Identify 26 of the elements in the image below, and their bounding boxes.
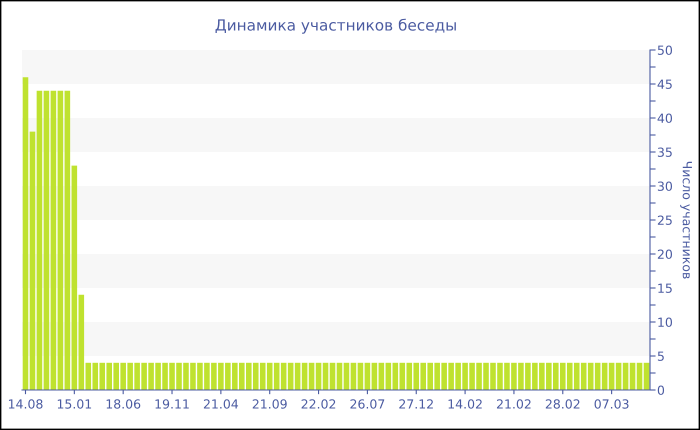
y-tick-label: 50 <box>658 45 672 55</box>
y-tick-label: 30 <box>658 181 672 191</box>
y-tick-label: 20 <box>658 249 672 259</box>
x-tick-label: 28.02 <box>546 399 580 409</box>
y-tick-label: 15 <box>658 284 672 293</box>
x-tick-label: 26.07 <box>350 399 384 409</box>
y-tick-label: 40 <box>658 113 672 123</box>
x-tick-label: 22.02 <box>302 399 336 409</box>
x-tick-label: 14.02 <box>448 399 482 409</box>
y-tick-label: 35 <box>658 147 672 157</box>
x-tick-label: 15.01 <box>58 399 92 409</box>
chart-title: Динамика участников беседы <box>216 18 456 34</box>
x-tick-label: 07.03 <box>594 399 629 409</box>
y-tick-label: 45 <box>658 80 672 89</box>
x-tick-label: 21.04 <box>204 399 238 409</box>
x-tick-label: 18.06 <box>106 399 140 409</box>
y-axis-title: Число участников <box>680 162 692 279</box>
x-tick-label: 27.12 <box>399 399 433 409</box>
y-tick-label: 0 <box>658 385 664 395</box>
x-tick-label: 21.02 <box>496 399 531 409</box>
y-tick-label: 25 <box>658 215 672 225</box>
x-tick-label: 19.11 <box>156 399 189 409</box>
y-tick-label: 5 <box>658 352 664 361</box>
x-tick-label: 14.08 <box>8 399 43 409</box>
x-tick-label: 21.09 <box>252 399 287 409</box>
y-tick-label: 10 <box>658 317 672 327</box>
